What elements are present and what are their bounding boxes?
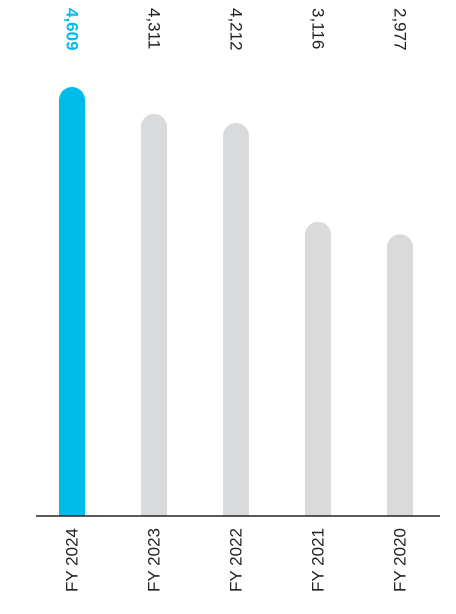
value-label-fy-2022: 4,212 — [227, 8, 246, 51]
category-label-fy-2024: FY 2024 — [63, 528, 82, 592]
bar-fy-2023 — [141, 114, 167, 516]
category-label-fy-2020: FY 2020 — [391, 528, 410, 592]
category-labels-group: FY 2024 FY 2023 FY 2022 FY 2021 FY 2020 — [63, 528, 410, 592]
bar-fy-2022 — [223, 123, 249, 516]
bar-fy-2020 — [387, 234, 413, 516]
value-labels-group: 4,609 4,311 4,212 3,116 2,977 — [63, 8, 410, 51]
bar-fy-2024 — [59, 87, 85, 516]
value-label-fy-2023: 4,311 — [145, 8, 164, 49]
category-label-fy-2023: FY 2023 — [145, 528, 164, 592]
category-label-fy-2021: FY 2021 — [309, 528, 328, 592]
bar-fy-2021 — [305, 222, 331, 516]
category-label-fy-2022: FY 2022 — [227, 528, 246, 592]
value-label-fy-2024: 4,609 — [63, 8, 82, 51]
value-label-fy-2020: 2,977 — [391, 8, 410, 51]
value-label-fy-2021: 3,116 — [309, 8, 328, 49]
bars-group — [59, 87, 413, 516]
